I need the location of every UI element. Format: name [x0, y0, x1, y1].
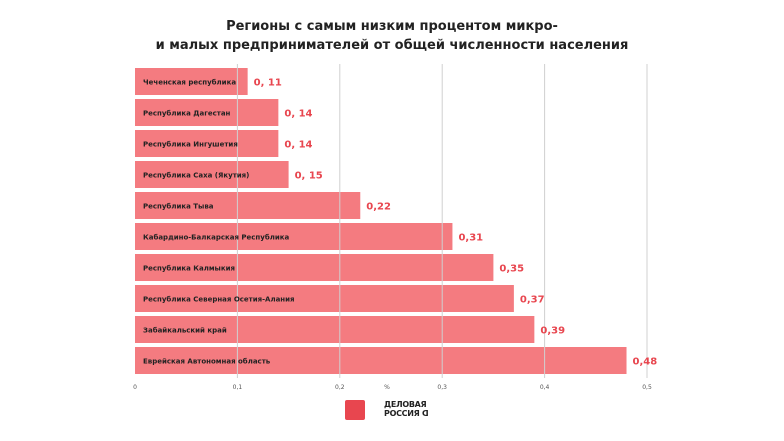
- bar: [135, 223, 453, 250]
- x-tick-label: 0: [133, 384, 137, 391]
- bar: [135, 161, 289, 188]
- delovaya-rossiya-logo: ДЕЛОВАЯ РОССИЯ ᗡ: [384, 400, 429, 418]
- category-label: Республика Ингушетия: [143, 141, 238, 149]
- bar: [135, 130, 279, 157]
- category-label: Кабардино-Балкарская Республика: [143, 234, 290, 242]
- category-label: Республика Тыва: [143, 203, 214, 211]
- x-tick-label: 0,5: [642, 384, 652, 391]
- chart-title: Регионы с самым низким процентом микро- …: [0, 17, 784, 55]
- x-tick-label: 0,3: [437, 384, 447, 391]
- category-label: Чеченская республика: [143, 79, 236, 87]
- value-label: 0,35: [499, 264, 524, 275]
- title-line-2: и малых предпринимателей от общей числен…: [155, 38, 629, 53]
- bar: [135, 99, 279, 126]
- value-label: 0,31: [458, 233, 483, 244]
- bar: [135, 285, 514, 312]
- value-label: 0, 14: [284, 109, 312, 120]
- value-label: 0, 11: [254, 78, 282, 89]
- category-label: Республика Северная Осетия-Алания: [143, 296, 295, 304]
- emblem-logo: [345, 400, 365, 420]
- x-tick-label: 0,1: [233, 384, 243, 391]
- value-label: 0,22: [366, 202, 391, 213]
- bar: [135, 254, 494, 281]
- value-label: 0,48: [633, 357, 658, 368]
- value-label: 0, 15: [295, 171, 323, 182]
- x-tick-label: 0,4: [540, 384, 550, 391]
- value-label: 0, 14: [284, 140, 312, 151]
- category-label: Республика Саха (Якутия): [143, 172, 249, 180]
- value-label: 0,37: [520, 295, 545, 306]
- value-label: 0,39: [540, 326, 565, 337]
- bar: [135, 192, 361, 219]
- x-tick-label: 0,2: [335, 384, 345, 391]
- bar: [135, 68, 248, 95]
- category-label: Республика Дагестан: [143, 110, 231, 118]
- x-axis-label: %: [384, 384, 390, 391]
- category-label: Республика Калмыкия: [143, 265, 235, 273]
- bar: [135, 316, 535, 343]
- category-label: Еврейская Автономная область: [143, 358, 271, 366]
- category-label: Забайкальский край: [143, 327, 227, 335]
- title-line-1: Регионы с самым низким процентом микро-: [226, 19, 558, 34]
